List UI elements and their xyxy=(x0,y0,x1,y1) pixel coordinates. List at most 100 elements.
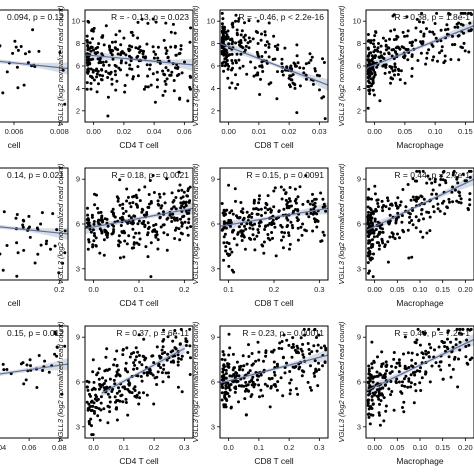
data-point xyxy=(302,327,306,331)
plot-area xyxy=(366,169,474,279)
data-point xyxy=(427,48,431,52)
data-point xyxy=(403,34,407,38)
data-point xyxy=(410,351,414,355)
data-point xyxy=(123,84,127,87)
data-point xyxy=(21,225,25,229)
data-point xyxy=(242,216,246,220)
x-tick-label: 0.1 xyxy=(254,443,264,452)
data-point xyxy=(166,68,170,72)
data-point xyxy=(373,34,377,38)
data-point xyxy=(366,75,370,79)
x-tick-label: 0.10 xyxy=(428,127,443,136)
data-point xyxy=(366,205,370,209)
data-point xyxy=(256,31,259,34)
data-point xyxy=(369,39,373,43)
data-point xyxy=(387,51,391,55)
data-point xyxy=(165,248,169,252)
data-point xyxy=(166,371,170,375)
data-point xyxy=(436,202,440,206)
data-point xyxy=(455,327,459,331)
data-point xyxy=(456,181,460,185)
data-point xyxy=(19,362,23,366)
y-tick-label: 8 xyxy=(76,39,80,48)
data-point xyxy=(220,46,224,50)
data-point xyxy=(146,21,150,25)
data-point xyxy=(175,74,179,78)
x-tick-label: 0.15 xyxy=(435,285,450,294)
data-point xyxy=(388,213,392,217)
data-point xyxy=(2,368,6,372)
data-point xyxy=(119,43,123,47)
data-point xyxy=(1,268,5,272)
data-point xyxy=(124,61,128,65)
data-point xyxy=(152,224,156,227)
x-tick-label: 0.1 xyxy=(119,443,129,452)
data-point xyxy=(288,370,292,373)
data-point xyxy=(227,42,231,46)
data-point xyxy=(235,52,239,56)
data-point xyxy=(271,218,275,222)
data-point xyxy=(301,202,305,206)
data-point xyxy=(134,46,138,50)
data-point xyxy=(384,404,388,408)
data-point xyxy=(366,254,370,258)
data-point xyxy=(229,224,232,228)
y-tick-label: 8 xyxy=(357,39,361,48)
data-point xyxy=(143,358,147,362)
data-point xyxy=(400,45,404,49)
data-point xyxy=(115,195,119,199)
y-tick-label: 3 xyxy=(211,422,215,431)
data-point xyxy=(40,211,44,215)
data-point xyxy=(302,71,306,75)
data-point xyxy=(180,71,184,75)
data-point xyxy=(433,348,436,352)
data-point xyxy=(446,337,449,341)
data-point xyxy=(163,89,167,93)
x-tick-label: 0.00 xyxy=(367,443,382,452)
data-point xyxy=(260,65,264,69)
data-point xyxy=(382,63,386,67)
data-point xyxy=(451,185,454,189)
data-point xyxy=(280,238,283,242)
data-point xyxy=(403,384,407,388)
data-point xyxy=(367,47,370,51)
data-point xyxy=(233,390,237,394)
data-point xyxy=(91,404,95,408)
data-point xyxy=(104,24,108,28)
data-point xyxy=(428,380,432,384)
data-point xyxy=(110,232,114,236)
data-point xyxy=(93,203,97,207)
data-point xyxy=(88,422,91,426)
data-point xyxy=(148,179,152,182)
data-point xyxy=(114,400,117,404)
data-point xyxy=(372,359,376,363)
data-point xyxy=(443,59,447,63)
data-point xyxy=(252,74,256,78)
data-point xyxy=(155,233,159,237)
data-point xyxy=(292,82,296,86)
data-point xyxy=(90,215,94,219)
data-point xyxy=(113,357,117,361)
y-axis-label: VGLL3 (log2 normalized read count) xyxy=(191,5,200,126)
y-tick-label: 3 xyxy=(357,264,361,273)
data-point xyxy=(118,374,122,378)
data-point xyxy=(37,49,41,53)
data-point xyxy=(370,340,374,344)
data-point xyxy=(176,353,180,357)
data-point xyxy=(257,55,261,59)
data-point xyxy=(178,96,182,100)
data-point xyxy=(92,220,96,223)
data-point xyxy=(393,50,397,54)
data-point xyxy=(392,351,396,354)
data-point xyxy=(288,186,292,189)
data-point xyxy=(302,355,306,359)
data-point xyxy=(290,355,294,359)
data-point xyxy=(189,26,193,30)
data-point xyxy=(237,58,241,62)
data-point xyxy=(285,216,289,220)
y-tick-label: 4 xyxy=(357,84,361,93)
y-tick-label: 6 xyxy=(76,62,80,71)
x-axis-label: cell xyxy=(8,298,21,308)
data-point xyxy=(378,402,381,406)
data-point xyxy=(306,380,310,384)
